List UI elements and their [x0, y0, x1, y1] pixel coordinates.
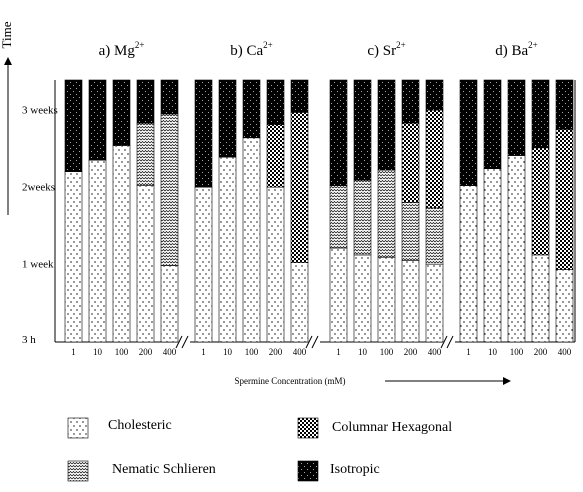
x-tick-label: 100: [380, 347, 394, 357]
bar-segment: [531, 147, 550, 256]
legend-label: Cholesteric: [108, 418, 172, 433]
bar-segment: [353, 79, 372, 181]
bar-segment: [507, 155, 526, 343]
bar-segment: [218, 79, 237, 158]
bar-segment: [112, 79, 131, 146]
bar-segment: [401, 79, 420, 124]
x-tick-label: 1: [71, 347, 76, 357]
bar-segment: [401, 122, 420, 203]
x-tick-label: 400: [428, 347, 442, 357]
x-tick-label: 10: [358, 347, 368, 357]
bar-segment: [425, 207, 444, 265]
group-title: c) Sr2+: [367, 40, 405, 59]
bar-segment: [531, 254, 550, 343]
bar-segment: [459, 185, 478, 343]
bar-segment: [64, 171, 83, 343]
bar-segment: [425, 263, 444, 343]
bar-segment: [136, 185, 155, 343]
x-tick-label: 400: [163, 347, 177, 357]
legend-swatch: [67, 460, 89, 482]
bar-segment: [329, 185, 348, 249]
legend-swatch: [297, 417, 319, 439]
x-tick-label: 1: [466, 347, 471, 357]
x-tick-label: 200: [534, 347, 548, 357]
bar-segment: [377, 256, 396, 343]
bar-segment: [425, 79, 444, 111]
group-title: b) Ca2+: [230, 40, 273, 59]
bar-segment: [290, 112, 309, 263]
bar-segment: [377, 79, 396, 171]
legend-label: Nematic Schlieren: [112, 462, 216, 477]
bar-segment: [353, 179, 372, 256]
bar-segment: [160, 265, 179, 343]
bar-segment: [555, 129, 574, 270]
x-tick-label: 10: [223, 347, 233, 357]
bar-segment: [531, 79, 550, 149]
y-tick-label: 3 h: [22, 334, 36, 346]
bar-segment: [266, 79, 285, 125]
bar-segment: [401, 260, 420, 343]
x-tick-label: 100: [245, 347, 259, 357]
bar-segment: [218, 156, 237, 343]
bar-segment: [136, 79, 155, 124]
x-tick-label: 200: [139, 347, 153, 357]
bar-segment: [353, 254, 372, 343]
bar-segment: [194, 79, 213, 188]
y-axis-label: Time: [0, 21, 14, 48]
y-tick-label: 2weeks: [22, 181, 55, 193]
bar-segment: [507, 79, 526, 156]
bar-segment: [329, 79, 348, 186]
bar-segment: [329, 247, 348, 343]
bar-segment: [88, 159, 107, 343]
x-tick-label: 1: [201, 347, 206, 357]
bar-segment: [266, 124, 285, 188]
x-axis-label: Spermine Concentration (mM): [235, 376, 346, 386]
x-tick-label: 200: [404, 347, 418, 357]
bar-segment: [555, 79, 574, 130]
legend-label: Columnar Hexagonal: [332, 420, 452, 435]
bar-segment: [160, 113, 179, 267]
y-tick-label: 3 weeks: [22, 104, 58, 116]
bar-segment: [290, 79, 309, 113]
legend-swatch: [297, 460, 319, 482]
x-tick-label: 100: [115, 347, 129, 357]
x-tick-label: 400: [558, 347, 572, 357]
bar-segment: [425, 109, 444, 209]
bar-segment: [112, 145, 131, 343]
bar-segment: [194, 186, 213, 343]
bar-segment: [459, 79, 478, 186]
bar-segment: [377, 169, 396, 258]
bar-segment: [483, 79, 502, 169]
bar-segment: [266, 186, 285, 343]
legend-label: Isotropic: [330, 462, 380, 477]
group-title: a) Mg2+: [99, 40, 145, 59]
y-tick-label: 1 week: [22, 258, 54, 270]
bar-segment: [160, 79, 179, 115]
x-tick-label: 10: [488, 347, 498, 357]
bar-segment: [555, 269, 574, 343]
x-tick-label: 400: [293, 347, 307, 357]
bar-segment: [242, 137, 261, 343]
bar-segment: [401, 202, 420, 261]
bar-segment: [242, 79, 261, 139]
legend-swatch: [67, 417, 89, 439]
x-tick-label: 200: [269, 347, 283, 357]
group-title: d) Ba2+: [495, 40, 538, 59]
bar-segment: [483, 168, 502, 343]
x-tick-label: 10: [93, 347, 103, 357]
x-tick-label: 1: [336, 347, 341, 357]
x-tick-label: 100: [510, 347, 524, 357]
bar-segment: [136, 122, 155, 186]
bar-segment: [64, 79, 83, 172]
bar-segment: [88, 79, 107, 161]
bar-segment: [290, 262, 309, 343]
